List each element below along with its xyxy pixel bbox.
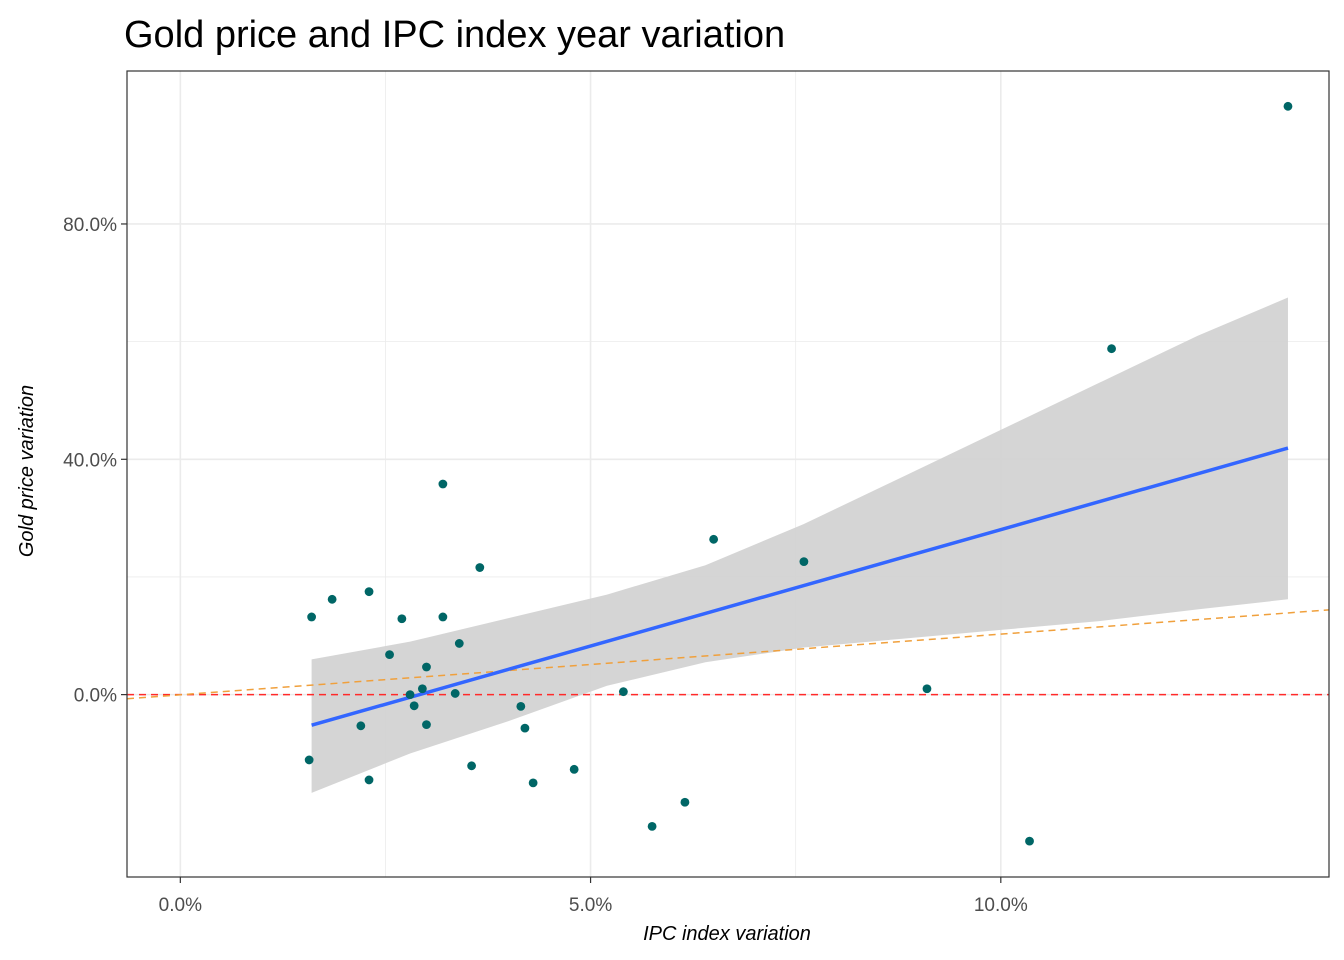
- data-point: [364, 775, 374, 785]
- x-tick-label: 10.0%: [974, 895, 1028, 916]
- data-point: [356, 721, 366, 731]
- reference-lines: [126, 609, 1330, 700]
- data-point: [385, 650, 394, 660]
- data-point: [397, 614, 407, 624]
- data-point: [450, 689, 460, 698]
- data-point: [1025, 836, 1034, 846]
- data-point: [528, 778, 538, 788]
- data-point: [417, 684, 427, 694]
- data-point: [475, 563, 485, 572]
- data-point: [327, 594, 337, 604]
- confidence-band-area: [311, 297, 1288, 793]
- y-axis-title: Gold price variation: [16, 385, 38, 557]
- data-point: [618, 687, 628, 697]
- data-points: [304, 101, 1293, 846]
- data-point: [709, 534, 719, 544]
- y-axis-ticks: 0.0% 40.0% 80.0%: [63, 215, 127, 707]
- data-point: [922, 684, 932, 694]
- data-point: [454, 639, 464, 648]
- fit-line-layer: [311, 446, 1289, 727]
- data-point: [1107, 344, 1116, 354]
- confidence-band: [311, 297, 1288, 793]
- data-point: [438, 612, 448, 622]
- data-point: [799, 557, 809, 567]
- data-point: [304, 755, 314, 765]
- regression-fit-line: [311, 446, 1289, 727]
- x-tick-label: 0.0%: [159, 895, 202, 916]
- data-point: [516, 701, 526, 711]
- data-point: [520, 723, 530, 733]
- data-point: [422, 662, 431, 672]
- x-axis-ticks: 0.0% 5.0% 10.0%: [159, 877, 1028, 916]
- y-tick-label: 0.0%: [74, 686, 117, 707]
- data-point: [438, 479, 448, 489]
- data-point: [569, 764, 579, 774]
- y-tick-label: 40.0%: [63, 450, 117, 471]
- data-point: [1283, 101, 1293, 111]
- data-point: [467, 761, 477, 771]
- data-point: [422, 720, 431, 730]
- y-tick-label: 80.0%: [63, 215, 117, 236]
- data-point: [647, 822, 657, 831]
- data-point: [680, 797, 690, 807]
- data-point: [307, 612, 317, 622]
- data-point: [409, 701, 419, 711]
- x-tick-label: 5.0%: [569, 895, 612, 916]
- chart-title: Gold price and IPC index year variation: [124, 14, 785, 56]
- data-point: [405, 690, 415, 700]
- panel-border: [126, 70, 1330, 878]
- x-axis-title: IPC index variation: [643, 923, 811, 945]
- dashed-reference-line: [126, 609, 1330, 700]
- data-point: [364, 587, 374, 597]
